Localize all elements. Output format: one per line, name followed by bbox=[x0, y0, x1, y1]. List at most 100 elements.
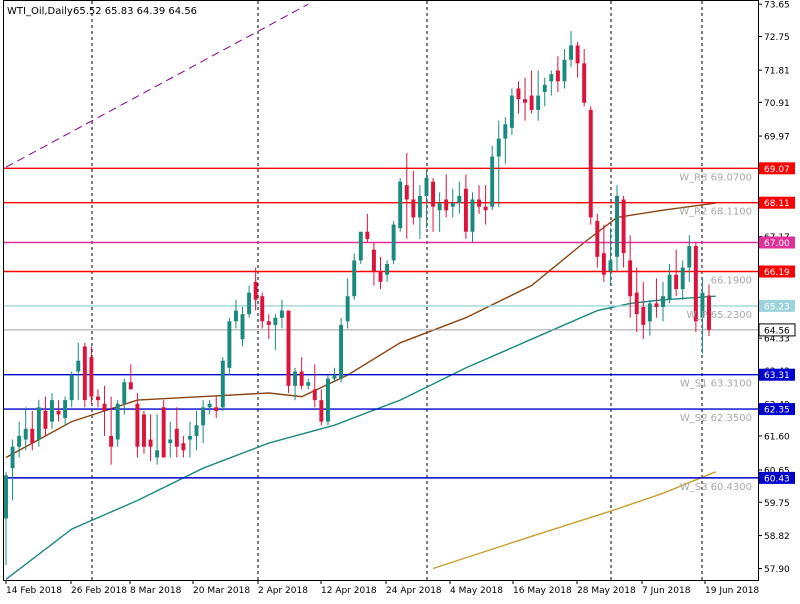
candle-body bbox=[220, 360, 225, 408]
candle bbox=[601, 224, 606, 282]
y-tick-label: 70.91 bbox=[764, 99, 790, 109]
candle-body bbox=[299, 371, 304, 386]
price-box-W_S1 bbox=[759, 368, 795, 381]
candle-body bbox=[661, 296, 665, 307]
price-box-W_S3 bbox=[759, 471, 795, 484]
candle-body bbox=[260, 296, 265, 322]
x-tick-label: 24 Apr 2018 bbox=[386, 586, 442, 596]
candle bbox=[36, 400, 41, 447]
candle bbox=[470, 192, 475, 243]
y-tick-label: 72.75 bbox=[764, 33, 790, 43]
price-box-W_R1b bbox=[759, 265, 795, 278]
candle bbox=[661, 281, 665, 322]
candle bbox=[30, 410, 35, 451]
candle bbox=[76, 342, 81, 401]
candle-body bbox=[306, 382, 311, 386]
candle-body bbox=[634, 292, 639, 315]
candle bbox=[293, 367, 298, 401]
candle bbox=[50, 392, 54, 429]
candle-body bbox=[207, 403, 212, 408]
candle-body bbox=[148, 439, 153, 447]
candle-body bbox=[187, 435, 192, 440]
candle bbox=[306, 378, 311, 390]
pivot-label-W_R1b: 66.1900 bbox=[711, 276, 752, 287]
current-price-box bbox=[758, 323, 796, 337]
candle bbox=[286, 310, 291, 393]
candle bbox=[325, 375, 330, 426]
candle bbox=[155, 414, 160, 465]
candle bbox=[398, 177, 403, 232]
candle bbox=[549, 70, 554, 96]
symbol-label: WTI_Oil,Daily bbox=[7, 6, 73, 17]
y-tick-label: 59.75 bbox=[764, 499, 790, 509]
candle-body bbox=[30, 428, 35, 444]
candle-body bbox=[247, 292, 252, 315]
candle-body bbox=[378, 271, 383, 282]
price-box-label: 62.35 bbox=[764, 406, 790, 416]
candle-body bbox=[63, 400, 68, 419]
candle-body bbox=[529, 95, 534, 110]
price-box-label: 69.07 bbox=[764, 165, 790, 175]
candle-body bbox=[240, 314, 245, 340]
candle-body bbox=[312, 389, 317, 401]
candle-body bbox=[43, 410, 48, 429]
candle-body bbox=[56, 410, 61, 415]
candle bbox=[194, 410, 199, 451]
candle bbox=[647, 299, 652, 336]
candle-body bbox=[601, 253, 606, 275]
candle bbox=[214, 396, 219, 419]
candle-body bbox=[621, 199, 626, 254]
candle-body bbox=[483, 206, 488, 211]
candle-body bbox=[457, 195, 462, 204]
candle bbox=[674, 249, 679, 297]
candle-body bbox=[115, 403, 120, 440]
candle bbox=[23, 407, 28, 451]
candle-body bbox=[431, 181, 436, 207]
candle-body bbox=[96, 396, 100, 401]
candle-body bbox=[161, 407, 166, 458]
candle bbox=[201, 400, 206, 444]
y-tick-label: 58.82 bbox=[764, 532, 790, 542]
candle-body bbox=[391, 224, 396, 261]
x-tick-label: 19 Jun 2018 bbox=[705, 586, 759, 596]
candle-body bbox=[286, 310, 291, 386]
candle-body bbox=[555, 70, 560, 82]
candle bbox=[273, 314, 278, 350]
candle bbox=[161, 400, 166, 458]
candle-body bbox=[615, 195, 619, 257]
candle bbox=[582, 49, 587, 107]
candle bbox=[391, 220, 396, 264]
price-box-W_P bbox=[759, 299, 795, 312]
candle-body bbox=[404, 185, 409, 200]
x-tick-label: 2 Apr 2018 bbox=[258, 586, 308, 596]
y-tick-label: 71.81 bbox=[764, 67, 790, 77]
candle-body bbox=[477, 199, 482, 207]
candle bbox=[96, 389, 100, 408]
candle-body bbox=[687, 246, 692, 268]
candle-body bbox=[345, 296, 350, 322]
candle-body bbox=[36, 407, 41, 440]
candle bbox=[641, 281, 646, 340]
candle-body bbox=[135, 403, 140, 447]
x-tick-label: 20 Mar 2018 bbox=[193, 586, 250, 596]
candle bbox=[509, 88, 514, 136]
candle-body bbox=[463, 188, 468, 232]
candle bbox=[700, 278, 705, 354]
pivot-label-W_S2: W_S2 62.3500 bbox=[680, 413, 752, 424]
candle-body bbox=[352, 260, 357, 297]
candle-body bbox=[69, 375, 74, 401]
ma-line-trend bbox=[5, 3, 309, 168]
candle bbox=[260, 292, 265, 329]
candle bbox=[148, 414, 153, 462]
x-tick-label: 8 Mar 2018 bbox=[130, 586, 182, 596]
candle bbox=[365, 213, 370, 243]
candle-body bbox=[509, 95, 514, 128]
price-box-W_R2 bbox=[759, 196, 795, 209]
candle-body bbox=[595, 220, 600, 257]
candle-body bbox=[516, 88, 521, 100]
candle-body bbox=[680, 267, 685, 290]
candle-body bbox=[424, 177, 429, 196]
candle-body bbox=[444, 199, 449, 211]
candle bbox=[63, 396, 68, 426]
